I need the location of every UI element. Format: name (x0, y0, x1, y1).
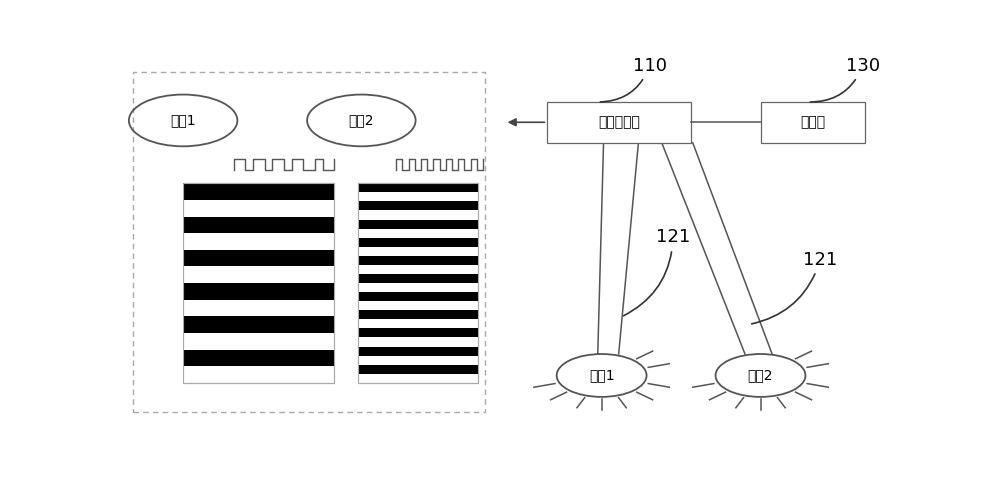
Bar (358, 183, 478, 383)
Text: 121: 121 (623, 228, 690, 316)
Bar (358, 183, 478, 192)
Bar (358, 274, 478, 283)
Bar (358, 202, 478, 210)
Bar (183, 216, 334, 233)
Text: 121: 121 (752, 251, 837, 324)
Bar (358, 365, 478, 374)
Bar (358, 292, 478, 301)
Bar (183, 183, 334, 383)
Bar (358, 219, 478, 228)
Bar (761, 102, 865, 143)
Text: 光源2: 光源2 (748, 369, 773, 383)
Bar (183, 283, 334, 300)
Bar (183, 183, 334, 383)
Bar (133, 72, 485, 412)
Bar (358, 347, 478, 356)
Bar (183, 316, 334, 333)
Bar (358, 328, 478, 337)
Bar (183, 349, 334, 366)
Bar (547, 102, 691, 143)
Text: 130: 130 (810, 57, 880, 102)
Bar (358, 256, 478, 265)
Text: 110: 110 (600, 57, 667, 102)
Text: 光源2: 光源2 (349, 113, 374, 127)
Bar (358, 310, 478, 319)
Text: 光源1: 光源1 (170, 113, 196, 127)
Bar (358, 183, 478, 383)
Text: 光源1: 光源1 (589, 369, 614, 383)
Bar (183, 250, 334, 266)
Bar (183, 183, 334, 200)
Text: 图像传感器: 图像传感器 (598, 115, 640, 129)
Bar (358, 238, 478, 247)
Text: 处理器: 处理器 (800, 115, 825, 129)
